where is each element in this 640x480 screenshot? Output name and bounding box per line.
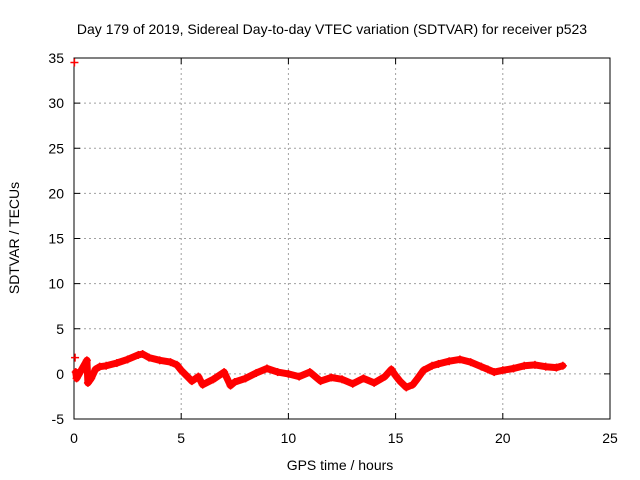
x-tick-label: 10 bbox=[281, 430, 297, 446]
data-point bbox=[520, 361, 529, 370]
data-point bbox=[83, 378, 92, 387]
data-point bbox=[87, 374, 96, 383]
data-point bbox=[145, 353, 154, 362]
data-point bbox=[490, 368, 499, 377]
data-point bbox=[541, 362, 550, 371]
y-tick-label: 5 bbox=[56, 321, 64, 337]
data-point bbox=[419, 366, 428, 375]
data-point bbox=[71, 353, 80, 362]
y-axis-label: SDTVAR / TECUs bbox=[6, 182, 22, 294]
data-point bbox=[305, 368, 314, 377]
data-points bbox=[70, 58, 567, 392]
data-point bbox=[177, 366, 186, 375]
chart-title: Day 179 of 2019, Sidereal Day-to-day VTE… bbox=[77, 21, 587, 37]
data-point bbox=[198, 380, 207, 389]
y-tick-label: -5 bbox=[52, 411, 65, 427]
data-point bbox=[530, 360, 539, 369]
y-tick-label: 30 bbox=[48, 95, 64, 111]
data-point bbox=[273, 368, 282, 377]
x-tick-label: 5 bbox=[177, 430, 185, 446]
y-tick-label: 20 bbox=[48, 185, 64, 201]
data-point bbox=[370, 378, 379, 387]
data-point bbox=[445, 357, 454, 366]
data-point bbox=[498, 366, 507, 375]
data-point bbox=[391, 371, 400, 380]
data-point bbox=[220, 368, 229, 377]
data-point bbox=[241, 374, 250, 383]
data-point bbox=[284, 369, 293, 378]
y-tick-label: 15 bbox=[48, 231, 64, 247]
data-point bbox=[477, 362, 486, 371]
y-tick-label: 0 bbox=[56, 366, 64, 382]
data-point bbox=[134, 350, 143, 359]
y-tick-label: 25 bbox=[48, 140, 64, 156]
data-point bbox=[455, 355, 464, 364]
data-point bbox=[209, 375, 218, 384]
data-point bbox=[252, 368, 261, 377]
data-point bbox=[509, 364, 518, 373]
x-tick-label: 15 bbox=[388, 430, 404, 446]
data-point bbox=[71, 368, 80, 377]
data-point bbox=[95, 362, 104, 371]
data-point bbox=[434, 359, 443, 368]
data-point bbox=[102, 361, 111, 370]
axis-ticks: 0 5 10 15 20 25 -5 0 5 10 15 20 25 30 35 bbox=[48, 50, 618, 446]
data-point bbox=[552, 363, 561, 372]
data-point bbox=[91, 365, 100, 374]
data-point bbox=[295, 372, 304, 381]
data-point bbox=[338, 375, 346, 384]
data-point bbox=[387, 365, 396, 374]
data-point bbox=[327, 373, 336, 382]
data-point bbox=[194, 372, 203, 381]
data-point bbox=[123, 355, 132, 364]
data-point bbox=[155, 356, 164, 365]
data-point bbox=[348, 379, 357, 388]
data-point bbox=[359, 374, 368, 383]
data-point bbox=[82, 356, 91, 365]
data-point bbox=[466, 358, 475, 367]
data-point bbox=[166, 358, 175, 367]
data-point bbox=[70, 58, 79, 67]
data-point bbox=[402, 383, 411, 392]
grid-lines bbox=[74, 58, 610, 419]
data-point bbox=[138, 350, 147, 359]
data-point bbox=[413, 375, 422, 384]
data-point bbox=[230, 377, 239, 386]
x-tick-label: 0 bbox=[70, 430, 78, 446]
data-point bbox=[428, 361, 437, 370]
data-point bbox=[226, 381, 235, 390]
data-point bbox=[112, 359, 121, 368]
x-tick-label: 25 bbox=[602, 430, 618, 446]
x-tick-label: 20 bbox=[495, 430, 511, 446]
data-point bbox=[558, 361, 567, 370]
data-point bbox=[172, 360, 181, 369]
data-point bbox=[380, 372, 389, 381]
x-axis-label: GPS time / hours bbox=[287, 457, 394, 473]
data-point bbox=[316, 377, 325, 386]
data-point bbox=[262, 364, 271, 373]
data-point bbox=[483, 365, 492, 374]
data-point bbox=[187, 377, 196, 386]
y-tick-label: 10 bbox=[48, 276, 64, 292]
data-point bbox=[395, 377, 404, 386]
data-point bbox=[72, 374, 81, 383]
data-point bbox=[408, 380, 417, 389]
y-tick-label: 35 bbox=[48, 50, 64, 66]
